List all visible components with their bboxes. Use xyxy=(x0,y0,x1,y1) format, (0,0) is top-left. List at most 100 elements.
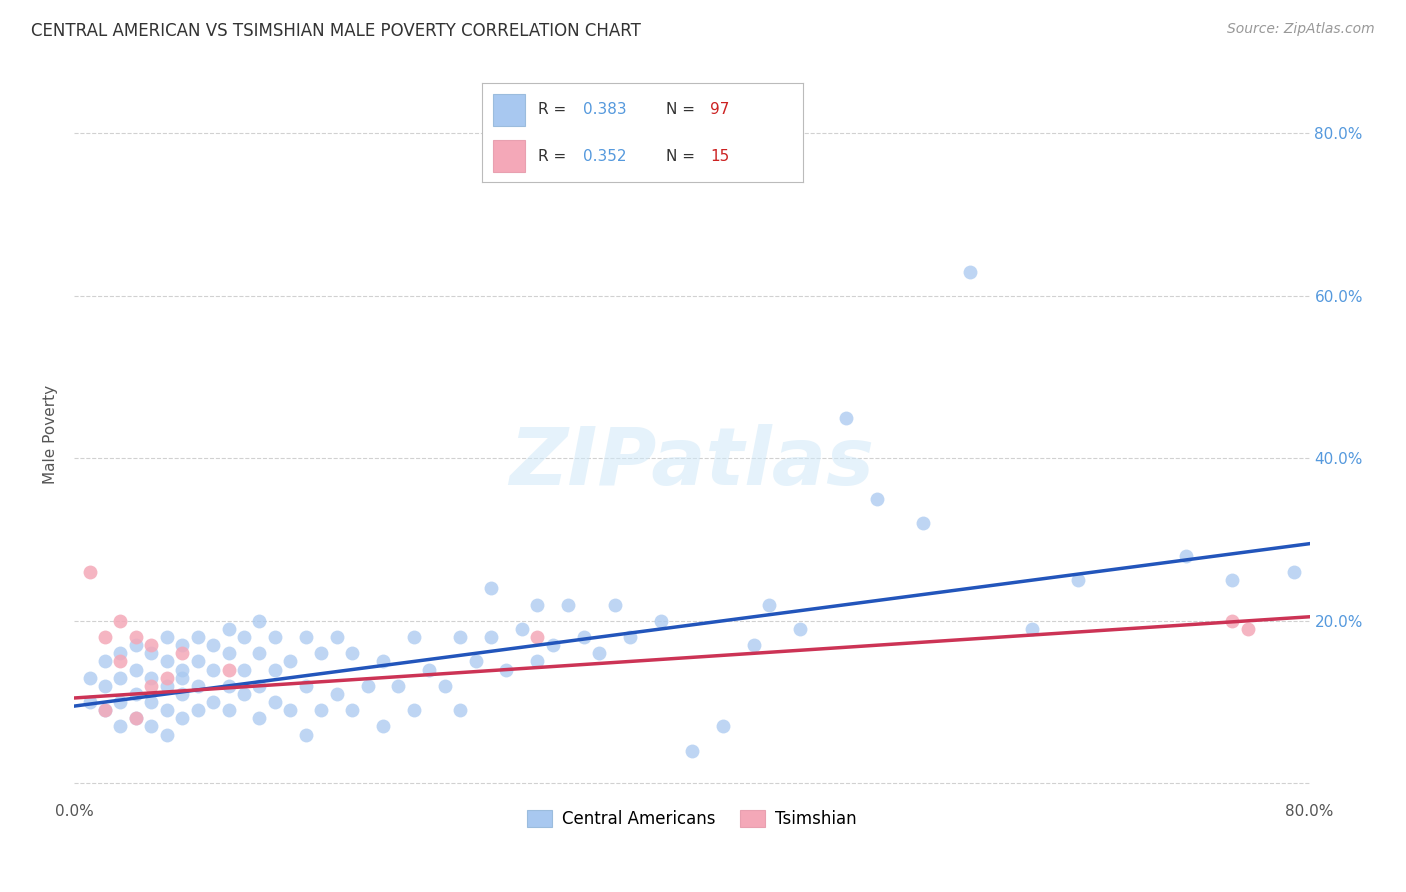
Point xyxy=(557,598,579,612)
Point xyxy=(479,630,502,644)
Point xyxy=(247,614,270,628)
Point xyxy=(156,727,179,741)
Point xyxy=(218,622,240,636)
Point xyxy=(187,630,209,644)
Point xyxy=(1021,622,1043,636)
Point xyxy=(141,679,163,693)
Point xyxy=(247,679,270,693)
Point xyxy=(650,614,672,628)
Point xyxy=(202,663,225,677)
Point xyxy=(912,516,935,531)
Point xyxy=(202,695,225,709)
Point xyxy=(218,646,240,660)
Point xyxy=(172,687,194,701)
Text: CENTRAL AMERICAN VS TSIMSHIAN MALE POVERTY CORRELATION CHART: CENTRAL AMERICAN VS TSIMSHIAN MALE POVER… xyxy=(31,22,641,40)
Point xyxy=(1067,573,1090,587)
Point xyxy=(835,410,858,425)
Point xyxy=(1220,614,1243,628)
Point xyxy=(449,703,471,717)
Point xyxy=(172,646,194,660)
Point xyxy=(263,663,285,677)
Point xyxy=(94,679,117,693)
Text: ZIPatlas: ZIPatlas xyxy=(509,425,875,502)
Point xyxy=(758,598,780,612)
Point xyxy=(1236,622,1258,636)
Point xyxy=(94,703,117,717)
Point xyxy=(187,655,209,669)
Point xyxy=(1175,549,1198,563)
Point xyxy=(526,630,548,644)
Point xyxy=(79,695,101,709)
Point xyxy=(172,671,194,685)
Point xyxy=(110,655,132,669)
Point xyxy=(742,638,765,652)
Point xyxy=(172,663,194,677)
Point xyxy=(110,671,132,685)
Point xyxy=(959,264,981,278)
Point xyxy=(94,655,117,669)
Point xyxy=(94,703,117,717)
Point xyxy=(79,565,101,579)
Point xyxy=(340,646,363,660)
Point xyxy=(309,646,332,660)
Point xyxy=(526,655,548,669)
Point xyxy=(309,703,332,717)
Point xyxy=(218,703,240,717)
Point xyxy=(1282,565,1305,579)
Point xyxy=(187,679,209,693)
Point xyxy=(125,711,148,725)
Point xyxy=(402,703,425,717)
Point xyxy=(789,622,811,636)
Point xyxy=(371,655,394,669)
Point xyxy=(202,638,225,652)
Point xyxy=(294,727,316,741)
Point xyxy=(218,663,240,677)
Point xyxy=(156,655,179,669)
Point xyxy=(125,630,148,644)
Point xyxy=(387,679,409,693)
Point xyxy=(187,703,209,717)
Point xyxy=(866,491,889,506)
Point xyxy=(156,630,179,644)
Point xyxy=(125,687,148,701)
Point xyxy=(263,630,285,644)
Point xyxy=(418,663,440,677)
Point xyxy=(278,655,301,669)
Point xyxy=(325,687,347,701)
Point xyxy=(141,646,163,660)
Point xyxy=(371,719,394,733)
Point xyxy=(449,630,471,644)
Point xyxy=(526,598,548,612)
Point xyxy=(479,582,502,596)
Point xyxy=(247,711,270,725)
Point xyxy=(572,630,595,644)
Point xyxy=(110,646,132,660)
Point xyxy=(340,703,363,717)
Point xyxy=(141,695,163,709)
Point xyxy=(94,630,117,644)
Point xyxy=(619,630,641,644)
Point xyxy=(141,638,163,652)
Point xyxy=(110,614,132,628)
Point xyxy=(172,711,194,725)
Point xyxy=(294,630,316,644)
Y-axis label: Male Poverty: Male Poverty xyxy=(44,384,58,483)
Point xyxy=(125,711,148,725)
Point xyxy=(218,679,240,693)
Point xyxy=(356,679,378,693)
Point xyxy=(294,679,316,693)
Point xyxy=(495,663,517,677)
Point xyxy=(325,630,347,644)
Point xyxy=(510,622,533,636)
Text: Source: ZipAtlas.com: Source: ZipAtlas.com xyxy=(1227,22,1375,37)
Point xyxy=(141,719,163,733)
Point xyxy=(711,719,734,733)
Point xyxy=(681,744,703,758)
Point xyxy=(141,671,163,685)
Point xyxy=(156,671,179,685)
Point xyxy=(1220,573,1243,587)
Point xyxy=(110,695,132,709)
Point xyxy=(79,671,101,685)
Point xyxy=(464,655,486,669)
Point xyxy=(125,638,148,652)
